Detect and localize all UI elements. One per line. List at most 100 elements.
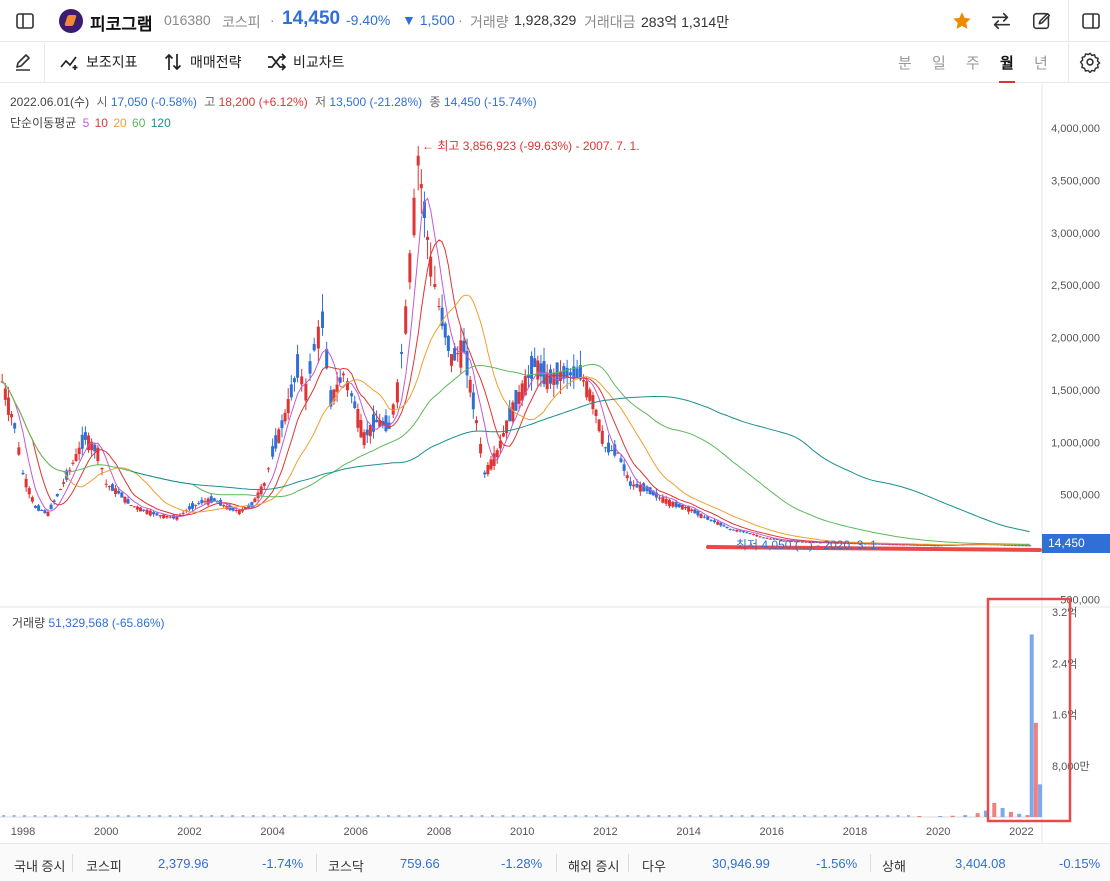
candle-body [200,499,204,504]
x-tick-label: 2010 [510,826,534,838]
candle-body [588,389,592,401]
candle-body [27,488,31,495]
volume-bar [605,815,609,817]
dow-label: 다우 [642,859,666,874]
candle-body [772,538,776,540]
candle-body [308,361,312,374]
volume-bar [116,815,120,817]
period-year-tab[interactable]: 년 [1034,55,1048,72]
volume-bar [834,815,838,817]
price-chart-svg[interactable]: 4,000,000 3,500,000 3,000,000 2,500,000 2,00… [0,84,1110,844]
volume-bar [33,815,37,817]
candle-body [552,372,556,385]
kosdaq-change: -1.28% [501,856,543,871]
candle-body [426,236,430,240]
candle-body [933,545,937,547]
candle-body [1024,545,1028,547]
candle-body [197,503,201,505]
candle-body [162,514,166,519]
candle-body [661,497,665,503]
candle-body [607,442,611,453]
sidebar-toggle-icon[interactable] [12,9,38,33]
volume-bar [975,813,980,817]
current-price-tag: 14,450 [1042,534,1110,553]
candle-body [371,414,375,432]
volume-bar [470,815,474,817]
candle-body [622,464,626,471]
candle-body [1021,545,1025,547]
edit-icon[interactable] [1029,9,1055,33]
candle-body [1010,545,1014,547]
period-minute-tab[interactable]: 분 [898,55,912,72]
volume-bar [751,815,754,817]
candle-body [575,368,579,378]
candle-body [539,363,543,377]
candle-body [52,500,56,502]
kosdaq-label: 코스닥 [328,859,364,874]
candle-body [863,543,867,545]
volume-bar [595,815,598,817]
period-week-tab[interactable]: 주 [966,55,980,72]
candle-body [289,384,293,398]
open-value: 17,050 (-0.58%) [110,95,197,109]
candle-body [104,483,108,485]
candle-body [24,478,28,488]
volume-info-label: 거래량 [12,616,46,630]
candle-body [793,541,797,543]
draw-pen-icon[interactable] [10,50,36,74]
chart-area[interactable]: 4,000,000 3,500,000 3,000,000 2,500,000 2,00… [0,84,1110,844]
candle-body [312,344,316,351]
candle-body [62,482,66,484]
candle-body [391,404,395,415]
candle-body [761,537,765,539]
volume-bar [283,815,286,817]
candle-body [895,544,899,546]
ma-legend[interactable]: 단순이동평균 5 10 20 60 120 [10,114,171,131]
dot-separator: · [270,12,275,28]
moving-average-10 [1,239,1030,546]
strategy-button[interactable]: 매매전략 [164,52,242,72]
panel-toggle-icon[interactable] [1078,9,1104,33]
period-month-tab[interactable]: 월 [999,52,1015,83]
candle-body [514,390,518,411]
period-day-tab[interactable]: 일 [932,55,946,72]
volume-tick-label: 3.2억 [1052,606,1077,619]
candle-body [446,336,450,351]
swap-icon[interactable] [988,9,1014,33]
candle-body [536,360,540,380]
candle-body [359,420,363,438]
volume-bar [1017,813,1022,817]
candle-body [775,539,779,541]
trend-line-icon [60,56,78,70]
ma120-label: 120 [150,116,171,130]
volume-bar [397,815,401,817]
candle-body [578,365,582,380]
x-tick-label: 2000 [94,826,118,838]
x-tick-label: 2006 [344,826,368,838]
volume-bar [992,802,997,817]
star-icon[interactable] [949,9,975,33]
candle-body [610,450,614,452]
volume-bar [730,815,734,817]
candle-body [462,340,466,353]
candle-body [558,371,562,381]
candle-body [495,450,499,458]
settings-gear-icon[interactable] [1077,50,1103,74]
volume-bar [449,815,453,817]
candle-body [628,481,632,486]
info-date: 2022.06.01(수) [10,95,90,109]
compare-button[interactable]: 비교차트 [267,52,345,72]
x-tick-label: 2012 [593,826,617,838]
candle-body [638,484,642,492]
candle-body [271,446,275,457]
candle-body [898,544,902,546]
volume-bar [1029,634,1034,817]
volume-label: 거래량 [470,14,509,30]
candle-body [699,514,703,519]
candle-body [751,534,755,536]
divider [870,854,871,872]
x-tick-label: 2002 [177,826,201,838]
candle-body [280,420,284,429]
candle-body [755,534,759,537]
indicators-button[interactable]: 보조지표 [60,52,138,72]
